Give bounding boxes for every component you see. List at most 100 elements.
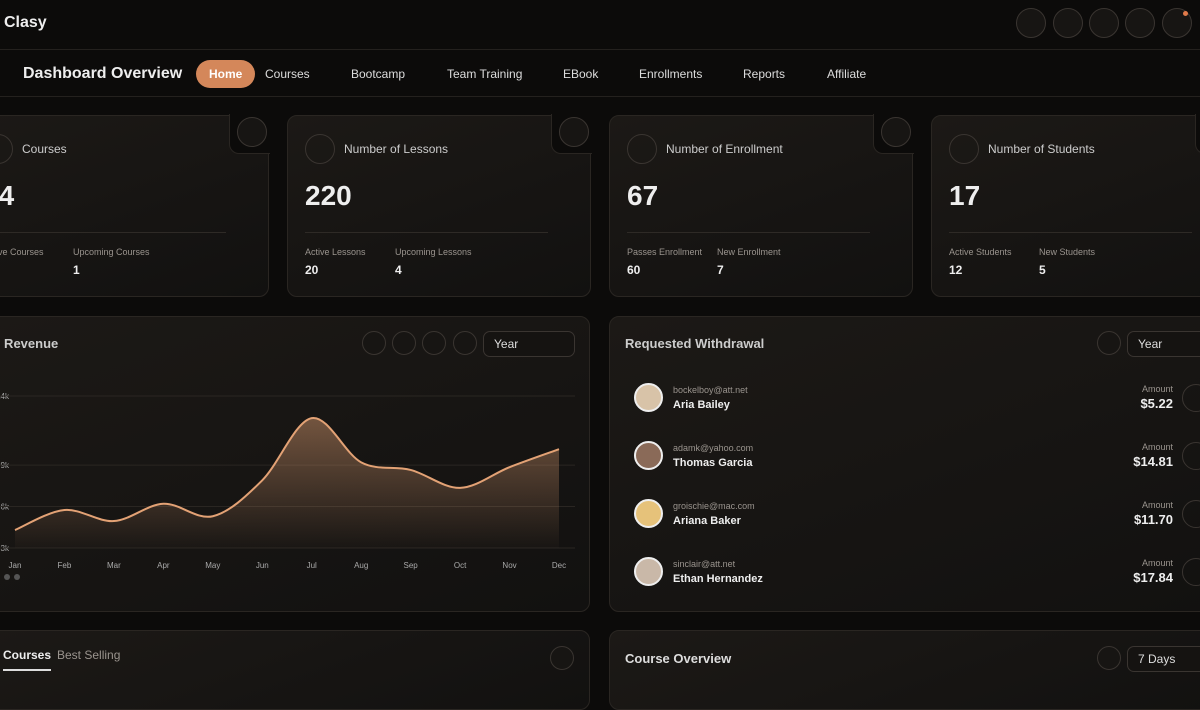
- pager-dot[interactable]: [4, 574, 10, 580]
- stat-label: Courses: [22, 142, 67, 156]
- avatar: [634, 383, 663, 412]
- stat-divider: [949, 232, 1192, 233]
- stat-icon: [305, 134, 335, 164]
- sub-label: Active Lessons: [305, 247, 366, 257]
- stat-icon: [949, 134, 979, 164]
- email: bockelboy@att.net: [673, 385, 748, 395]
- name: Aria Bailey: [673, 399, 730, 411]
- sub-label: Passes Enrollment: [627, 247, 703, 257]
- stat-card: [609, 115, 913, 297]
- settings-button[interactable]: [1016, 8, 1046, 38]
- expand-button[interactable]: [1097, 331, 1121, 355]
- stat-divider: [627, 232, 870, 233]
- sub-label: Active Courses: [0, 247, 44, 257]
- avatar: [634, 441, 663, 470]
- expand-button[interactable]: [550, 646, 574, 670]
- withdrawal-filter[interactable]: Year: [1127, 331, 1200, 357]
- nav-item[interactable]: Affiliate: [827, 67, 867, 81]
- revenue-title: Admin Revenue: [0, 336, 59, 351]
- withdrawal-title: Requested Withdrawal: [625, 336, 765, 351]
- stat-card: [0, 115, 269, 297]
- sub-value: 1: [73, 263, 80, 277]
- top-bar: [0, 0, 1200, 50]
- nav-item[interactable]: Home: [196, 60, 256, 88]
- expand-button[interactable]: [1097, 646, 1121, 670]
- nav-item[interactable]: Reports: [743, 67, 786, 81]
- stat-divider: [305, 232, 548, 233]
- stat-value: 67: [627, 180, 659, 211]
- x-tick-label: Nov: [502, 561, 516, 570]
- nav-item[interactable]: Team Training: [447, 67, 523, 81]
- nav-item[interactable]: Courses: [265, 67, 310, 81]
- help-button[interactable]: [1125, 8, 1155, 38]
- sub-value: 4: [395, 263, 402, 277]
- stat-card-notch: [1195, 114, 1200, 154]
- search-button[interactable]: [453, 331, 477, 355]
- amount: $5.22: [1140, 396, 1173, 411]
- x-tick-label: Sep: [404, 561, 419, 570]
- sub-value: 20: [305, 263, 319, 277]
- chart-type-button[interactable]: [422, 331, 446, 355]
- area: [15, 417, 559, 548]
- x-tick-label: Feb: [58, 561, 72, 570]
- stat-card: [287, 115, 591, 297]
- nav-item[interactable]: Enrollments: [639, 67, 703, 81]
- course-overview-panel: [609, 630, 1200, 710]
- line: [14, 417, 560, 531]
- stat-value: 220: [305, 180, 352, 211]
- collapse-button[interactable]: [392, 331, 416, 355]
- sub-value: 12: [949, 263, 963, 277]
- sub-value: 5: [1039, 263, 1046, 277]
- x-tick-label: Dec: [552, 561, 566, 570]
- email: sinclair@att.net: [673, 559, 736, 569]
- revenue-chart: 3k6k9k14kJanFebMarAprMayJunJulAugSepOctN…: [0, 392, 575, 570]
- amount: $11.70: [1133, 512, 1173, 527]
- x-tick-label: May: [205, 561, 220, 570]
- sub-label: New Enrollment: [717, 247, 781, 257]
- amount-label: Amount: [1141, 384, 1173, 394]
- apps-button[interactable]: [1089, 8, 1119, 38]
- stat-divider: [0, 232, 226, 233]
- tab[interactable]: Best Selling: [57, 648, 121, 662]
- sub-label: Upcoming Lessons: [395, 247, 472, 257]
- open-button[interactable]: [559, 117, 589, 147]
- amount: $14.81: [1133, 454, 1173, 469]
- pager-dot[interactable]: [14, 574, 20, 580]
- ai-button[interactable]: [1053, 8, 1083, 38]
- amount-label: Amount: [1141, 558, 1173, 568]
- avatar: [634, 499, 663, 528]
- amount: $17.84: [1133, 570, 1173, 585]
- brand[interactable]: Clasy: [4, 14, 47, 31]
- nav-divider: [0, 96, 1200, 97]
- x-tick-label: Aug: [354, 561, 368, 570]
- tab[interactable]: Courses: [3, 648, 52, 671]
- course-overview-filter[interactable]: 7 Days: [1127, 646, 1200, 672]
- amount-label: Amount: [1141, 500, 1173, 510]
- x-tick-label: Jan: [9, 561, 22, 570]
- stat-label: Number of Students: [988, 142, 1095, 156]
- sub-value: 60: [627, 263, 641, 277]
- x-tick-label: Apr: [157, 561, 170, 570]
- stat-icon: [627, 134, 657, 164]
- revenue-filter[interactable]: Year: [483, 331, 575, 357]
- amount-label: Amount: [1141, 442, 1173, 452]
- x-tick-label: Jun: [256, 561, 269, 570]
- avatar: [634, 557, 663, 586]
- nav-item[interactable]: EBook: [563, 67, 599, 81]
- withdrawal-panel: [609, 316, 1200, 612]
- sub-label: New Students: [1039, 247, 1096, 257]
- name: Ariana Baker: [673, 515, 741, 527]
- course-overview-title: Course Overview: [625, 651, 732, 666]
- nav-item[interactable]: Bootcamp: [351, 67, 406, 81]
- courses-panel: [0, 630, 590, 710]
- name: Thomas Garcia: [673, 457, 753, 469]
- notification-dot: [1183, 11, 1188, 16]
- expand-button[interactable]: [362, 331, 386, 355]
- open-button[interactable]: [881, 117, 911, 147]
- x-tick-label: Oct: [454, 561, 467, 570]
- open-button[interactable]: [237, 117, 267, 147]
- stat-value: 14: [0, 180, 15, 211]
- x-tick-label: Mar: [107, 561, 121, 570]
- page-title: Dashboard Overview: [23, 65, 183, 82]
